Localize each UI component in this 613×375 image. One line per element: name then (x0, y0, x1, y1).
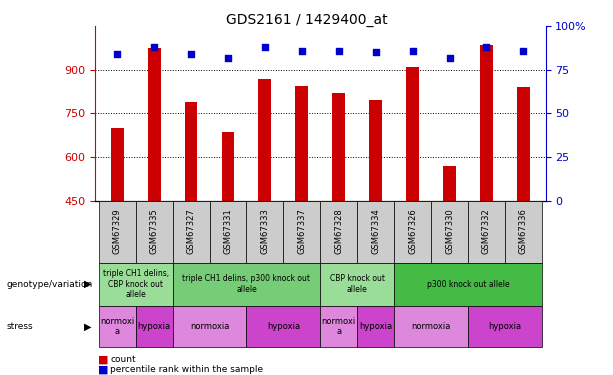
Text: normoxi
a: normoxi a (100, 317, 134, 336)
Bar (221, 132, 234, 332)
Text: triple CH1 delins, p300 knock out
allele: triple CH1 delins, p300 knock out allele (183, 274, 310, 294)
Bar (259, 79, 272, 332)
Bar (406, 67, 419, 332)
Text: count: count (110, 355, 136, 364)
Text: hypoxia: hypoxia (137, 322, 170, 331)
Text: genotype/variation: genotype/variation (6, 280, 93, 289)
Text: GSM67333: GSM67333 (261, 209, 269, 255)
Text: triple CH1 delins,
CBP knock out
allele: triple CH1 delins, CBP knock out allele (102, 269, 169, 299)
Text: GDS2161 / 1429400_at: GDS2161 / 1429400_at (226, 13, 387, 27)
Point (297, 48, 306, 54)
Bar (369, 100, 382, 332)
Point (444, 55, 454, 61)
Text: GSM67327: GSM67327 (186, 209, 196, 254)
Text: ■: ■ (98, 354, 109, 364)
Text: normoxi
a: normoxi a (322, 317, 356, 336)
Text: hypoxia: hypoxia (489, 322, 522, 331)
Text: hypoxia: hypoxia (359, 322, 392, 331)
Text: GSM67337: GSM67337 (297, 209, 306, 255)
Point (186, 51, 196, 57)
Bar (443, 166, 456, 332)
Text: hypoxia: hypoxia (267, 322, 300, 331)
Bar (480, 45, 493, 332)
Text: percentile rank within the sample: percentile rank within the sample (110, 365, 264, 374)
Bar (111, 128, 124, 332)
Text: stress: stress (6, 322, 32, 331)
Point (112, 51, 122, 57)
Text: GSM67328: GSM67328 (334, 209, 343, 254)
Text: ■: ■ (98, 364, 109, 374)
Bar (517, 87, 530, 332)
Point (334, 48, 344, 54)
Point (149, 44, 159, 50)
Text: GSM67335: GSM67335 (150, 209, 159, 254)
Bar (295, 86, 308, 332)
Text: p300 knock out allele: p300 knock out allele (427, 280, 509, 289)
Point (482, 44, 492, 50)
Text: ▶: ▶ (85, 279, 92, 289)
Bar (332, 93, 345, 332)
Point (223, 55, 233, 61)
Bar (148, 48, 161, 332)
Text: normoxia: normoxia (190, 322, 229, 331)
Text: ▶: ▶ (85, 322, 92, 332)
Text: CBP knock out
allele: CBP knock out allele (330, 274, 385, 294)
Text: GSM67336: GSM67336 (519, 209, 528, 255)
Bar (185, 102, 197, 332)
Text: GSM67329: GSM67329 (113, 209, 121, 254)
Text: normoxia: normoxia (411, 322, 451, 331)
Point (260, 44, 270, 50)
Point (408, 48, 417, 54)
Text: GSM67334: GSM67334 (371, 209, 380, 254)
Text: GSM67332: GSM67332 (482, 209, 491, 254)
Point (519, 48, 528, 54)
Text: GSM67330: GSM67330 (445, 209, 454, 254)
Text: GSM67326: GSM67326 (408, 209, 417, 254)
Point (371, 50, 381, 55)
Text: GSM67331: GSM67331 (224, 209, 232, 254)
